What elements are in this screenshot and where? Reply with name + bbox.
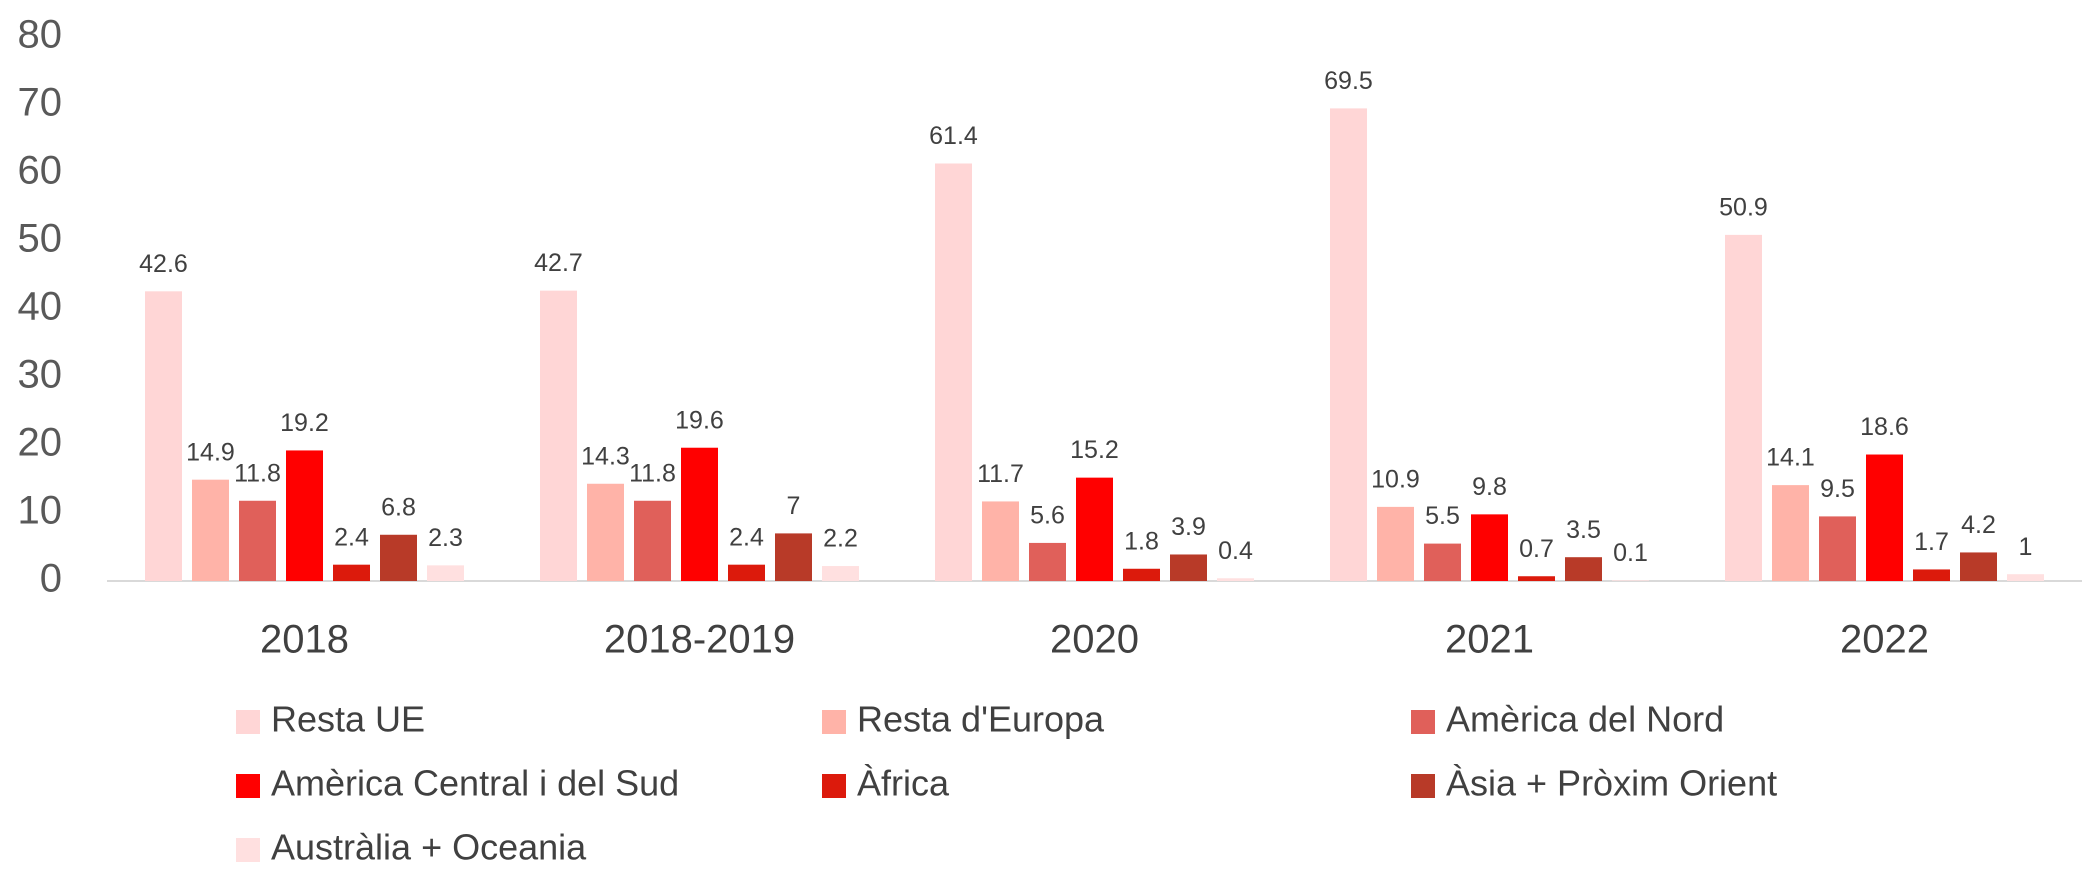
bar <box>822 566 859 581</box>
y-tick-label: 80 <box>18 13 63 57</box>
bar <box>1772 485 1809 581</box>
bar <box>1819 516 1856 581</box>
y-tick-label: 60 <box>18 149 63 193</box>
y-tick-label: 20 <box>18 421 63 465</box>
data-label: 0.1 <box>1613 539 1648 567</box>
bar <box>775 533 812 581</box>
data-label: 69.5 <box>1324 67 1373 95</box>
bar <box>587 483 624 581</box>
x-tick-label: 2021 <box>1445 618 1534 662</box>
legend-swatch <box>1411 710 1435 734</box>
data-label: 3.9 <box>1171 513 1206 541</box>
data-label: 11.8 <box>629 459 676 487</box>
data-label: 11.8 <box>234 459 281 487</box>
data-label: 9.8 <box>1472 473 1507 501</box>
legend-label: Àsia + Pròxim Orient <box>1446 763 1777 804</box>
data-label: 61.4 <box>929 122 978 150</box>
legend-swatch <box>236 710 260 734</box>
data-label: 2.4 <box>729 523 764 551</box>
x-tick-label: 2018 <box>260 618 349 662</box>
data-label: 42.7 <box>534 249 583 277</box>
data-label: 2.3 <box>428 524 463 552</box>
bar <box>1330 108 1367 582</box>
legend-swatch <box>1411 774 1435 798</box>
data-label: 19.6 <box>675 406 724 434</box>
data-label: 14.3 <box>581 442 630 470</box>
data-label: 11.7 <box>977 460 1024 488</box>
bar <box>1217 578 1254 581</box>
data-label: 1.7 <box>1914 528 1949 556</box>
data-label: 6.8 <box>381 493 416 521</box>
data-label: 19.2 <box>280 409 329 437</box>
data-label: 42.6 <box>139 250 188 278</box>
data-label: 50.9 <box>1719 193 1768 221</box>
y-tick-label: 40 <box>18 285 63 329</box>
bar <box>1518 576 1555 581</box>
legend-label: Amèrica Central i del Sud <box>271 763 679 804</box>
bar <box>1170 554 1207 581</box>
bar <box>1913 569 1950 581</box>
bar <box>1424 543 1461 581</box>
data-label: 14.9 <box>186 438 235 466</box>
data-label: 3.5 <box>1566 516 1601 544</box>
bar <box>333 564 370 581</box>
data-label: 0.4 <box>1218 537 1253 565</box>
data-label: 2.2 <box>823 525 858 553</box>
data-label: 18.6 <box>1860 413 1909 441</box>
bar <box>1076 477 1113 581</box>
bar <box>427 565 464 581</box>
bar <box>192 479 229 581</box>
legend-swatch <box>822 710 846 734</box>
legend-swatch <box>236 838 260 862</box>
bar <box>1565 557 1602 581</box>
legend-label: Amèrica del Nord <box>1446 699 1724 740</box>
legend-swatch <box>822 774 846 798</box>
data-label: 10.9 <box>1371 465 1420 493</box>
data-label: 15.2 <box>1070 436 1119 464</box>
data-label: 14.1 <box>1766 444 1815 472</box>
y-tick-label: 30 <box>18 353 63 397</box>
data-label: 2.4 <box>334 523 369 551</box>
data-label: 5.5 <box>1425 502 1460 530</box>
bar <box>982 501 1019 581</box>
bar <box>540 290 577 581</box>
data-label: 7 <box>787 492 801 520</box>
bar <box>1612 580 1649 581</box>
bar <box>286 450 323 581</box>
bar <box>728 564 765 581</box>
legend-label: Resta d'Europa <box>857 699 1105 740</box>
bar <box>634 500 671 581</box>
bar <box>1866 454 1903 581</box>
y-tick-label: 70 <box>18 81 63 125</box>
data-label: 5.6 <box>1030 502 1065 530</box>
data-label: 1 <box>2019 533 2033 561</box>
bar <box>1377 506 1414 581</box>
legend-label: Resta UE <box>271 699 425 740</box>
data-label: 1.8 <box>1124 527 1159 555</box>
y-tick-label: 50 <box>18 217 63 261</box>
data-label: 4.2 <box>1961 511 1996 539</box>
data-label: 9.5 <box>1820 475 1855 503</box>
y-tick-label: 10 <box>18 489 63 533</box>
bar <box>1029 542 1066 581</box>
bar <box>1960 552 1997 581</box>
bar <box>681 447 718 581</box>
bar <box>1123 568 1160 581</box>
legend-label: Àfrica <box>857 763 950 804</box>
bar <box>2007 574 2044 581</box>
y-tick-label: 0 <box>40 557 62 601</box>
bar <box>1471 514 1508 581</box>
legend-label: Austràlia + Oceania <box>271 827 587 868</box>
bar <box>145 291 182 581</box>
x-tick-label: 2020 <box>1050 618 1139 662</box>
bar <box>935 163 972 582</box>
x-tick-label: 2022 <box>1840 618 1929 662</box>
bar <box>380 534 417 581</box>
bar <box>239 500 276 581</box>
bar <box>1725 234 1762 581</box>
data-label: 0.7 <box>1519 535 1554 563</box>
x-tick-label: 2018-2019 <box>604 618 795 662</box>
legend-swatch <box>236 774 260 798</box>
